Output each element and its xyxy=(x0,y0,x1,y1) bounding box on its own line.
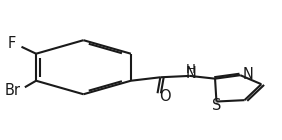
Text: H: H xyxy=(186,63,196,76)
Text: N: N xyxy=(186,66,196,81)
Text: Br: Br xyxy=(5,83,21,98)
Text: S: S xyxy=(212,98,222,113)
Text: O: O xyxy=(159,89,170,104)
Text: F: F xyxy=(8,36,16,51)
Text: N: N xyxy=(242,67,253,82)
